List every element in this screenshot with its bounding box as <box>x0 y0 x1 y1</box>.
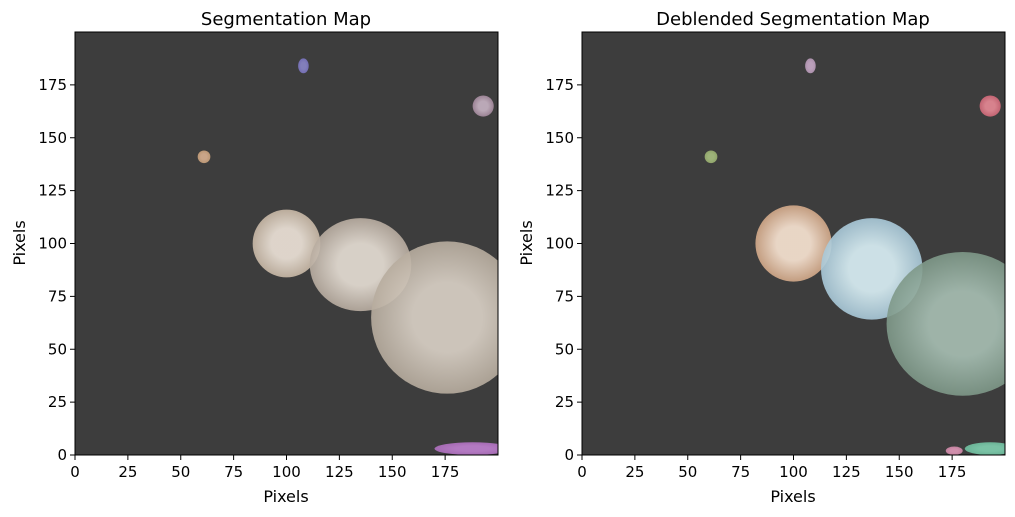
y-tick-label: 100 <box>38 235 67 253</box>
y-tick-label: 50 <box>555 340 574 358</box>
panel-segmentation-map: Segmentation Map 0 25 50 75 100 125 150 175 0 25… <box>10 9 499 506</box>
y-tick-label: 0 <box>57 446 67 464</box>
y-tick-label: 175 <box>38 76 67 94</box>
x-axis-label: Pixels <box>263 487 308 506</box>
x-tick-label: 25 <box>118 463 137 481</box>
segment-1 <box>252 209 321 278</box>
segment-3 <box>886 251 1005 396</box>
x-tick-label: 0 <box>70 463 80 481</box>
chart-title: Deblended Segmentation Map <box>656 9 930 30</box>
segments-layer <box>197 58 498 455</box>
segment-1 <box>755 205 832 282</box>
segment-6 <box>704 150 718 164</box>
segments-layer <box>704 58 1005 455</box>
x-axis: 0 25 50 75 100 125 150 175 <box>70 455 459 481</box>
segment-4 <box>197 150 211 164</box>
x-tick-label: 25 <box>625 463 644 481</box>
x-tick-label: 150 <box>885 463 914 481</box>
segment-1 <box>371 241 498 394</box>
x-tick-label: 50 <box>171 463 190 481</box>
segment-4 <box>805 58 816 74</box>
x-tick-label: 100 <box>779 463 808 481</box>
x-tick-label: 125 <box>832 463 861 481</box>
y-tick-label: 0 <box>564 446 574 464</box>
x-tick-label: 50 <box>678 463 697 481</box>
segment-8 <box>945 446 963 455</box>
segment-5 <box>434 442 498 455</box>
segment-2 <box>298 58 309 74</box>
chart-title: Segmentation Map <box>201 9 371 30</box>
x-tick-label: 175 <box>938 463 967 481</box>
x-tick-label: 0 <box>577 463 587 481</box>
x-tick-label: 100 <box>272 463 301 481</box>
y-tick-label: 25 <box>555 393 574 411</box>
y-tick-label: 100 <box>545 235 574 253</box>
y-tick-label: 75 <box>555 287 574 305</box>
x-tick-label: 75 <box>224 463 243 481</box>
x-tick-label: 175 <box>431 463 460 481</box>
y-tick-label: 75 <box>48 287 67 305</box>
x-tick-label: 75 <box>731 463 750 481</box>
y-tick-label: 150 <box>545 129 574 147</box>
y-axis: 0 25 50 75 100 125 150 175 <box>38 76 75 464</box>
x-tick-label: 150 <box>378 463 407 481</box>
x-axis-label: Pixels <box>770 487 815 506</box>
x-axis: 0 25 50 75 100 125 150 175 <box>577 455 966 481</box>
y-tick-label: 150 <box>38 129 67 147</box>
y-axis: 0 25 50 75 100 125 150 175 <box>545 76 582 464</box>
segment-7 <box>964 442 1005 455</box>
y-axis-label: Pixels <box>517 220 536 265</box>
y-tick-label: 50 <box>48 340 67 358</box>
y-tick-label: 125 <box>38 182 67 200</box>
panel-deblended-segmentation-map: Deblended Segmentation Map 0 25 50 75 100 125… <box>517 9 1006 506</box>
segment-3 <box>472 95 494 117</box>
y-axis-label: Pixels <box>10 220 29 265</box>
y-tick-label: 25 <box>48 393 67 411</box>
x-tick-label: 125 <box>325 463 354 481</box>
segment-5 <box>979 95 1001 117</box>
y-tick-label: 175 <box>545 76 574 94</box>
y-tick-label: 125 <box>545 182 574 200</box>
